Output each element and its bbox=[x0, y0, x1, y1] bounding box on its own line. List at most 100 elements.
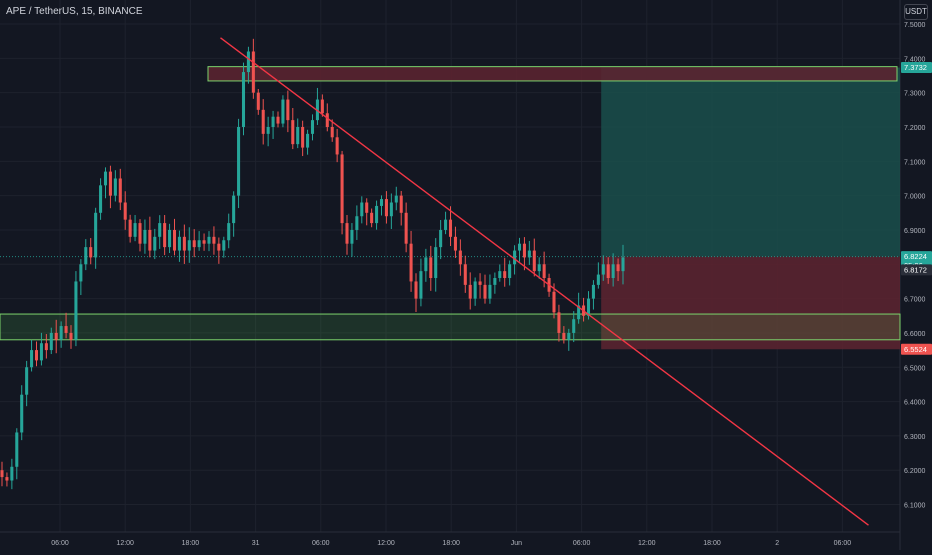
y-axis-tick-label: 6.2000 bbox=[904, 468, 926, 475]
candle-body bbox=[30, 350, 34, 368]
candle-body bbox=[567, 332, 571, 340]
x-axis-tick-label: 06:00 bbox=[834, 540, 852, 547]
candle-body bbox=[384, 199, 388, 217]
candle-body bbox=[419, 271, 423, 299]
candle-body bbox=[370, 212, 374, 224]
candle-body bbox=[143, 229, 147, 244]
candle-body bbox=[448, 219, 453, 237]
candle-body bbox=[34, 350, 39, 361]
candle-body bbox=[360, 202, 364, 217]
candle-body bbox=[192, 240, 196, 248]
candle-body bbox=[572, 319, 576, 333]
x-axis-tick-label: 18:00 bbox=[182, 540, 200, 547]
candle-body bbox=[39, 343, 43, 361]
candle-body bbox=[586, 298, 591, 316]
long-position-target-zone[interactable] bbox=[601, 67, 900, 257]
candle-body bbox=[168, 229, 172, 248]
candle-body bbox=[5, 477, 9, 481]
candle-body bbox=[99, 185, 103, 213]
candle-body bbox=[335, 137, 339, 155]
resistance-zone[interactable] bbox=[207, 66, 898, 82]
candle-body bbox=[163, 223, 167, 248]
candle-body bbox=[227, 223, 231, 241]
candle-body bbox=[291, 120, 295, 145]
candle-body bbox=[394, 195, 398, 203]
candle-body bbox=[478, 281, 482, 285]
price-label-stop-text: 6.5524 bbox=[904, 345, 927, 354]
candle-body bbox=[54, 332, 58, 340]
price-label-entry bbox=[901, 264, 932, 276]
candle-body bbox=[399, 195, 403, 213]
candle-body bbox=[49, 332, 53, 351]
candle-body bbox=[84, 247, 88, 265]
candle-body bbox=[310, 120, 315, 134]
candle-body bbox=[301, 126, 305, 148]
candle-body bbox=[306, 133, 310, 148]
candle-body bbox=[577, 305, 581, 320]
candle-body bbox=[557, 312, 561, 333]
candle-body bbox=[103, 171, 108, 186]
x-axis-tick-label: 06:00 bbox=[51, 540, 69, 547]
x-axis-tick-label: 18:00 bbox=[442, 540, 460, 547]
symbol-title: APE / TetherUS, 15, BINANCE bbox=[6, 6, 143, 17]
descending-trendline[interactable] bbox=[220, 37, 869, 526]
candle-body bbox=[414, 281, 418, 299]
currency-selector-button[interactable]: USDT bbox=[904, 4, 928, 20]
y-axis-tick-label: 6.7000 bbox=[904, 297, 926, 304]
candle-body bbox=[621, 257, 625, 272]
candle-body bbox=[488, 284, 492, 299]
candle-body bbox=[276, 116, 280, 124]
long-position-stop-zone[interactable] bbox=[601, 256, 900, 350]
support-zone[interactable] bbox=[0, 313, 901, 341]
candle-body bbox=[10, 466, 14, 481]
candle-body bbox=[25, 367, 29, 395]
candle-body bbox=[591, 284, 595, 299]
candle-body bbox=[611, 264, 615, 279]
candle-body bbox=[177, 236, 181, 251]
candle-body bbox=[527, 250, 531, 258]
candle-body bbox=[340, 154, 344, 224]
candle-body bbox=[493, 278, 497, 285]
x-axis-tick-label: 2 bbox=[775, 540, 779, 547]
candle-body bbox=[222, 240, 226, 251]
x-axis-tick-label: 06:00 bbox=[312, 540, 330, 547]
candle-body bbox=[251, 51, 255, 93]
candle-body bbox=[266, 126, 270, 134]
x-axis-tick-label: 31 bbox=[252, 540, 260, 547]
candle-body bbox=[498, 271, 502, 279]
candle-body bbox=[20, 394, 24, 433]
candle-body bbox=[434, 247, 438, 279]
candle-body bbox=[468, 284, 472, 299]
candle-body bbox=[118, 178, 122, 203]
price-label-target bbox=[901, 62, 932, 74]
price-label-current-text: 6.8224 bbox=[904, 252, 927, 261]
candle-body bbox=[330, 126, 334, 138]
candle-body bbox=[409, 243, 413, 282]
candle-body bbox=[123, 202, 127, 220]
candle-body bbox=[59, 326, 63, 340]
candle-body bbox=[379, 199, 384, 206]
x-axis-tick-label: Jun bbox=[511, 540, 522, 547]
candle-body bbox=[202, 240, 206, 244]
candle-body bbox=[345, 223, 349, 244]
candle-body bbox=[271, 116, 275, 127]
candle-body bbox=[463, 264, 467, 285]
candle-body bbox=[320, 99, 324, 114]
y-axis-tick-label: 6.1000 bbox=[904, 503, 926, 510]
candle-body bbox=[172, 229, 177, 251]
candle-body bbox=[355, 216, 359, 230]
candle-body bbox=[537, 264, 541, 272]
candle-body bbox=[508, 264, 512, 279]
candle-body bbox=[616, 264, 620, 272]
candle-body bbox=[261, 109, 265, 134]
candle-body bbox=[286, 99, 290, 121]
candle-body bbox=[89, 247, 93, 258]
candle-body bbox=[596, 274, 600, 285]
candle-body bbox=[79, 264, 83, 282]
candle-body bbox=[453, 236, 457, 251]
x-axis-tick-label: 12:00 bbox=[638, 540, 656, 547]
candle-body bbox=[197, 240, 201, 248]
candle-body bbox=[375, 205, 379, 224]
